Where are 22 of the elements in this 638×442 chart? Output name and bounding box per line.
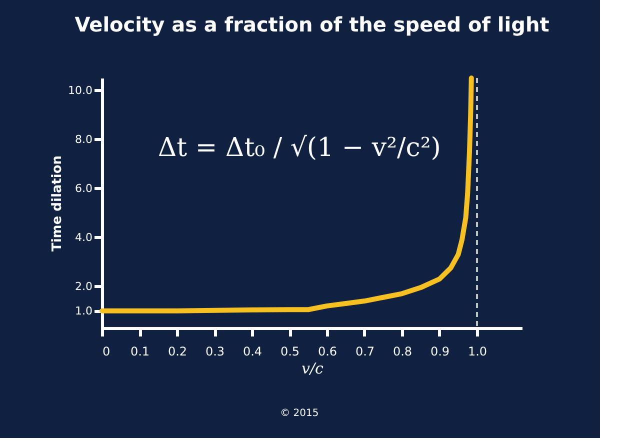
y-axis-title: Time dilation bbox=[50, 155, 66, 252]
x-tick-label: 0.7 bbox=[355, 344, 375, 358]
x-tick-label: 0.2 bbox=[168, 344, 188, 358]
y-tick-label: 10.0 bbox=[68, 84, 92, 97]
text: © 2015 bbox=[280, 408, 319, 419]
x-tick-label: 0.4 bbox=[242, 344, 262, 358]
x-tick-label: 0.8 bbox=[392, 344, 412, 358]
y-tick-label: 8.0 bbox=[75, 132, 92, 146]
x-tick-label: 0.5 bbox=[280, 344, 300, 358]
x-tick-label: 1.0 bbox=[468, 344, 488, 358]
annotation: Δt = Δt₀ / √(1 − v²/c²) bbox=[158, 133, 441, 163]
x-tick-label: 0.1 bbox=[130, 344, 150, 358]
x-axis-title: v/c bbox=[302, 360, 324, 378]
y-tick-label: 6.0 bbox=[75, 182, 92, 195]
chart-title: Velocity as a fraction of the speed of light bbox=[74, 12, 550, 36]
y-tick-label: 4.0 bbox=[75, 230, 92, 244]
x-tick-label: 0.9 bbox=[430, 344, 450, 358]
x-tick-label: 0.3 bbox=[205, 344, 225, 358]
y-tick-label: 1.0 bbox=[75, 304, 92, 318]
y-tick-label: 2.0 bbox=[75, 280, 92, 293]
x-tick-label: 0 bbox=[102, 344, 110, 358]
x-tick-label: 0.6 bbox=[318, 344, 338, 358]
